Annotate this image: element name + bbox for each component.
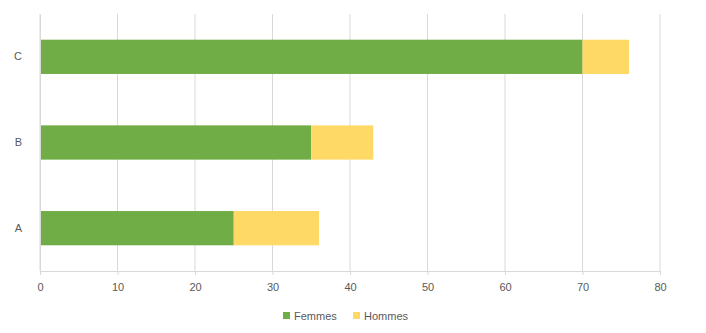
series <box>40 40 583 246</box>
tick-label: 0 <box>37 281 43 293</box>
x-axis: 0 10 20 30 40 50 60 70 80 <box>37 271 666 293</box>
legend-label: Femmes <box>294 310 337 322</box>
grid-line <box>40 14 41 271</box>
legend: Femmes Hommes <box>283 310 409 322</box>
tick-mark <box>350 271 351 275</box>
legend-swatch <box>283 312 290 319</box>
tick-label: 60 <box>499 281 511 293</box>
tick: 80 <box>654 271 666 293</box>
tick-mark <box>660 271 661 275</box>
tick-mark <box>195 271 196 275</box>
chart: 0 10 20 30 40 50 60 70 80 A B C Femmes Hommes <box>0 0 706 333</box>
tick: C <box>14 50 40 62</box>
tick-label: 50 <box>422 281 434 293</box>
tick-label: 40 <box>344 281 356 293</box>
tick: 10 <box>112 271 124 293</box>
bar <box>583 40 630 74</box>
bar <box>40 40 583 74</box>
tick-label: C <box>14 50 22 62</box>
bar <box>311 125 373 159</box>
bar <box>40 125 311 159</box>
tick-mark <box>428 271 429 275</box>
axis-line <box>40 15 41 272</box>
tick-mark <box>583 271 584 275</box>
bar <box>234 211 319 245</box>
tick-label: 20 <box>189 281 201 293</box>
series <box>234 40 629 246</box>
tick-label: 80 <box>654 281 666 293</box>
tick: A <box>15 222 40 234</box>
tick: 20 <box>189 271 201 293</box>
tick-label: 70 <box>577 281 589 293</box>
tick: 70 <box>577 271 589 293</box>
tick-label: 30 <box>267 281 279 293</box>
plot: 0 10 20 30 40 50 60 70 80 A B C <box>14 14 667 293</box>
legend-swatch <box>353 312 360 319</box>
tick: 40 <box>344 271 356 293</box>
tick: 50 <box>422 271 434 293</box>
legend-label: Hommes <box>364 310 409 322</box>
grid <box>40 14 660 271</box>
bars <box>40 40 629 246</box>
tick-mark <box>40 271 41 275</box>
tick: 60 <box>499 271 511 293</box>
axis-line <box>41 272 661 276</box>
tick-label: A <box>15 222 23 234</box>
tick-mark <box>118 271 119 275</box>
bar <box>40 211 234 245</box>
tick-label: B <box>15 136 22 148</box>
tick: 30 <box>267 271 279 293</box>
grid-line <box>660 14 661 271</box>
tick-label: 10 <box>112 281 124 293</box>
tick-mark <box>505 271 506 275</box>
tick-mark <box>273 271 274 275</box>
legend-item: Hommes <box>353 310 409 322</box>
y-axis: A B C <box>14 15 40 272</box>
tick: 0 <box>37 271 43 293</box>
tick: B <box>15 136 40 148</box>
legend-item: Femmes <box>283 310 337 322</box>
